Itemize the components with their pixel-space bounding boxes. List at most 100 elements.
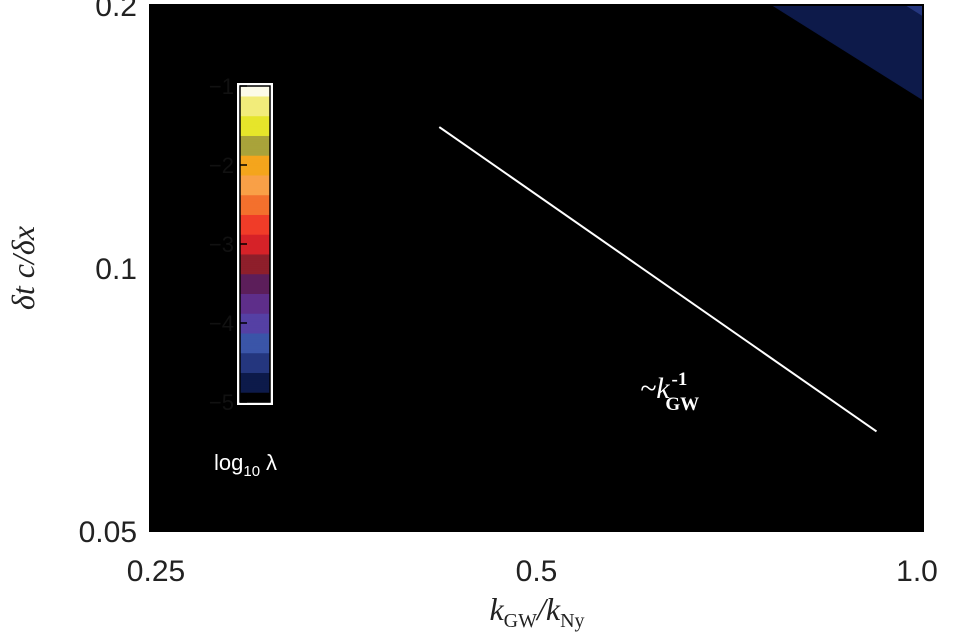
colorbar-segment bbox=[240, 285, 270, 289]
colorbar-segment bbox=[240, 242, 270, 245]
colorbar: −1 −2 −3 −4 −5 log10 λ bbox=[209, 74, 277, 480]
colorbar-segment bbox=[240, 348, 270, 352]
y-tick-label: 0.2 bbox=[95, 0, 137, 23]
colorbar-segment bbox=[240, 346, 270, 350]
colorbar-segment bbox=[240, 157, 270, 160]
colorbar-tick-label: −1 bbox=[209, 74, 234, 99]
colorbar-segment bbox=[240, 226, 270, 229]
colorbar-segment bbox=[240, 194, 270, 198]
colorbar-segment bbox=[240, 384, 270, 387]
contour-band bbox=[771, 5, 923, 101]
colorbar-segment bbox=[240, 263, 270, 267]
colorbar-segment bbox=[240, 257, 270, 261]
colorbar-segment bbox=[240, 259, 270, 263]
colorbar-segment bbox=[240, 388, 270, 391]
colorbar-segment bbox=[240, 293, 270, 296]
colorbar-segment bbox=[240, 374, 270, 377]
colorbar-segment bbox=[240, 344, 270, 348]
colorbar-segment bbox=[240, 222, 270, 225]
y-tick-label: 0.1 bbox=[95, 253, 137, 286]
colorbar-segment bbox=[240, 234, 270, 237]
colorbar-segment bbox=[240, 198, 270, 202]
colorbar-segment bbox=[240, 350, 270, 354]
colorbar-segment bbox=[240, 127, 270, 131]
colorbar-segment bbox=[240, 214, 270, 217]
colorbar-segment bbox=[240, 113, 270, 117]
colorbar-segment bbox=[240, 166, 270, 170]
colorbar-segment bbox=[240, 87, 270, 91]
colorbar-segment bbox=[240, 360, 270, 364]
colorbar-tick-label: −4 bbox=[209, 311, 234, 336]
colorbar-segment bbox=[240, 297, 270, 300]
colorbar-segment bbox=[240, 147, 270, 150]
colorbar-segment bbox=[240, 251, 270, 255]
colorbar-segment bbox=[240, 245, 270, 249]
colorbar-segment bbox=[240, 95, 270, 99]
x-tick-label: 0.5 bbox=[516, 555, 558, 588]
colorbar-segment bbox=[240, 159, 270, 162]
colorbar-segment bbox=[240, 145, 270, 148]
colorbar-segment bbox=[240, 330, 270, 334]
colorbar-segment bbox=[240, 279, 270, 283]
colorbar-segment bbox=[240, 244, 270, 247]
colorbar-segment bbox=[240, 93, 270, 97]
colorbar-segment bbox=[240, 178, 270, 182]
colorbar-segment bbox=[240, 218, 270, 221]
y-tick-label: 0.05 bbox=[79, 516, 137, 549]
colorbar-segment bbox=[240, 103, 270, 107]
colorbar-segment bbox=[240, 386, 270, 389]
colorbar-segment bbox=[240, 328, 270, 332]
x-axis-title: kGW/kNy bbox=[489, 591, 584, 632]
colorbar-segment bbox=[240, 289, 270, 293]
colorbar-segment bbox=[240, 392, 270, 395]
reference-line-group: ~k -1 GW bbox=[438, 126, 878, 433]
colorbar-segment bbox=[240, 382, 270, 385]
colorbar-segment bbox=[240, 315, 270, 318]
colorbar-segment bbox=[240, 174, 270, 178]
colorbar-segment bbox=[240, 317, 270, 320]
colorbar-segment bbox=[240, 89, 270, 93]
colorbar-segment bbox=[240, 129, 270, 133]
colorbar-segment bbox=[240, 216, 270, 219]
colorbar-segment bbox=[240, 326, 270, 330]
colorbar-segment bbox=[240, 220, 270, 223]
colorbar-segment bbox=[240, 125, 270, 129]
colorbar-segment bbox=[240, 269, 270, 273]
colorbar-segment bbox=[240, 228, 270, 231]
colorbar-segment bbox=[240, 303, 270, 306]
colorbar-segment bbox=[240, 131, 270, 135]
colorbar-segment bbox=[240, 342, 270, 346]
colorbar-tick-label: −2 bbox=[209, 153, 234, 178]
colorbar-segment bbox=[240, 313, 270, 316]
contour-fill bbox=[150, 5, 923, 531]
reference-line-label: ~k -1 GW bbox=[640, 369, 699, 415]
colorbar-segment bbox=[240, 309, 270, 312]
colorbar-segment bbox=[240, 135, 270, 138]
colorbar-segment bbox=[240, 153, 270, 156]
colorbar-segment bbox=[240, 139, 270, 142]
colorbar-segment bbox=[240, 332, 270, 336]
colorbar-segment bbox=[240, 319, 270, 322]
colorbar-segment bbox=[240, 299, 270, 302]
colorbar-tick-label: −3 bbox=[209, 232, 234, 257]
colorbar-segment bbox=[240, 163, 270, 166]
colorbar-segment bbox=[240, 206, 270, 210]
axes: 0.25 0.5 1.0 0.05 0.1 0.2 bbox=[79, 0, 938, 588]
colorbar-segment bbox=[240, 107, 270, 111]
colorbar-segment bbox=[240, 334, 270, 338]
colorbar-segment bbox=[240, 151, 270, 154]
x-tick-label: 0.25 bbox=[127, 555, 185, 588]
colorbar-segment bbox=[240, 133, 270, 136]
colorbar-segment bbox=[240, 176, 270, 180]
colorbar-segment bbox=[240, 368, 270, 372]
colorbar-segment bbox=[240, 370, 270, 373]
colorbar-segment bbox=[240, 267, 270, 271]
colorbar-segment bbox=[240, 111, 270, 115]
colorbar-segment bbox=[240, 202, 270, 206]
colorbar-segment bbox=[240, 86, 270, 89]
colorbar-segment bbox=[240, 338, 270, 342]
colorbar-segment bbox=[240, 109, 270, 113]
colorbar-segment bbox=[240, 143, 270, 146]
colorbar-segment bbox=[240, 398, 270, 401]
